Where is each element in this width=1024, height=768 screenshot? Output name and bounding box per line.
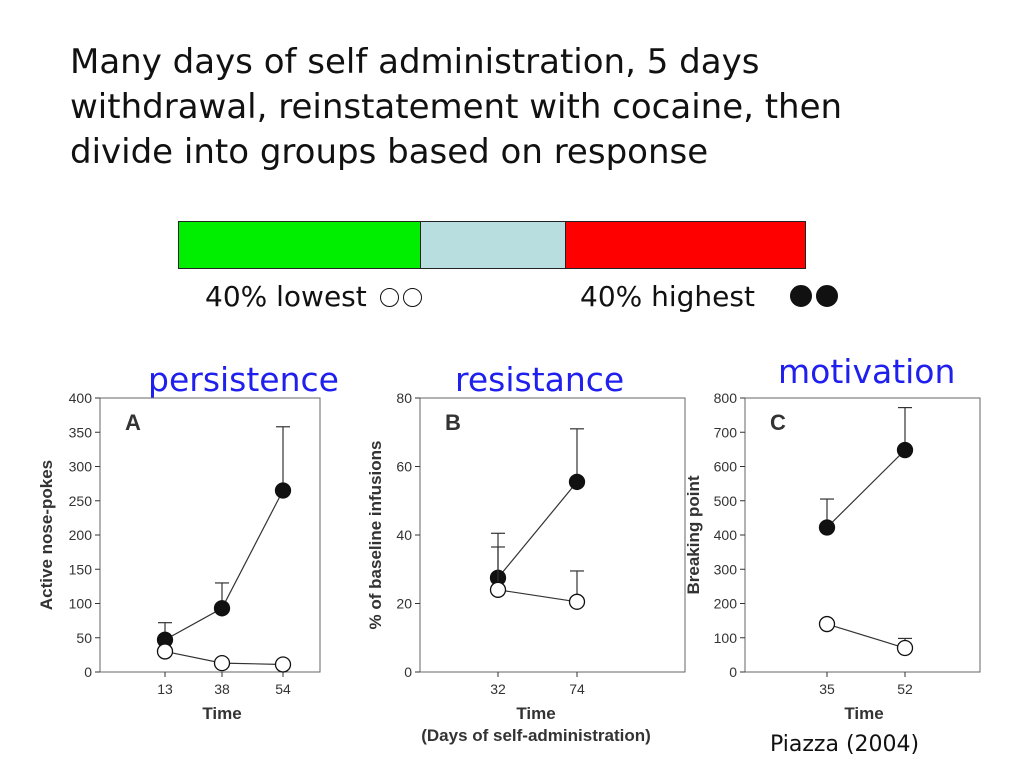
title-line: Many days of self administration, 5 days <box>70 42 760 82</box>
filled-data-point <box>568 473 586 491</box>
open-circle-icon <box>402 288 422 307</box>
open-data-point <box>213 654 231 672</box>
y-tick-label: 50 <box>76 630 92 646</box>
y-tick-label: 300 <box>69 459 93 475</box>
panel-heading-motivation: motivation <box>778 352 956 391</box>
y-tick-label: 400 <box>69 390 93 406</box>
y-axis-title: Breaking point <box>684 475 703 594</box>
x-tick-label: 32 <box>490 681 506 697</box>
y-tick-label: 100 <box>69 596 93 612</box>
y-tick-label: 60 <box>396 459 412 475</box>
panel-heading-resistance: resistance <box>455 360 625 399</box>
high-group-line <box>164 490 284 641</box>
chart-b: 0 20 40 60 80 32 74 Time (Days of self-administr… <box>366 390 686 745</box>
high-responders-bar <box>566 221 806 269</box>
middle-responders-bar <box>420 221 566 269</box>
open-data-point <box>818 615 836 633</box>
panel-letter: B <box>445 410 461 435</box>
y-axis-title: Active nose-pokes <box>37 460 56 610</box>
panel-heading-persistence: persistence <box>148 360 339 399</box>
open-data-point <box>156 643 174 660</box>
y-tick-label: 0 <box>729 664 737 680</box>
y-axis-title: % of baseline infusions <box>366 441 385 630</box>
open-data-point <box>489 581 507 598</box>
filled-circle-icon <box>815 285 838 307</box>
y-tick-label: 400 <box>714 527 738 543</box>
open-circle-icon <box>379 288 399 307</box>
x-tick-label: 35 <box>819 681 835 697</box>
plot-frame <box>419 397 686 673</box>
x-tick-label: 52 <box>897 681 913 697</box>
filled-data-point <box>896 441 914 459</box>
citation: Piazza (2004) <box>770 732 920 757</box>
filled-circle-icon <box>789 285 812 307</box>
filled-data-point <box>213 600 231 617</box>
chart-a: 0 50 100 150 200 250 300 350 400 13 38 54 Time Active… <box>37 390 321 723</box>
y-tick-label: 200 <box>69 527 93 543</box>
y-tick-label: 700 <box>714 424 738 440</box>
low-group-legend: 40% lowest <box>205 280 422 313</box>
low-group-line <box>497 589 578 603</box>
y-tick-label: 80 <box>396 390 412 406</box>
y-tick-label: 800 <box>714 390 738 406</box>
y-tick-label: 600 <box>714 459 738 475</box>
open-data-point <box>274 656 292 673</box>
y-tick-label: 0 <box>404 664 412 680</box>
title-line: withdrawal, reinstatement with cocaine, … <box>70 87 843 127</box>
x-axis-subtitle: (Days of self-administration) <box>421 726 651 745</box>
low-group-label: 40% lowest <box>205 280 367 313</box>
y-tick-label: 500 <box>714 493 738 509</box>
x-axis-title: Time <box>516 704 555 723</box>
low-responders-bar <box>178 221 420 269</box>
low-group-line <box>826 623 906 649</box>
y-tick-label: 40 <box>396 527 412 543</box>
panel-letter: C <box>770 410 786 435</box>
y-tick-label: 20 <box>396 596 412 612</box>
open-data-point <box>568 593 586 610</box>
plot-frame <box>744 397 981 673</box>
x-tick-label: 74 <box>569 681 585 697</box>
x-axis-title: Time <box>202 704 241 723</box>
open-data-point <box>896 639 914 657</box>
high-group-line <box>497 481 578 579</box>
y-tick-label: 150 <box>69 561 93 577</box>
filled-data-point <box>274 482 292 499</box>
y-tick-label: 350 <box>69 424 93 440</box>
x-tick-label: 38 <box>214 681 230 697</box>
panel-letter: A <box>125 410 141 435</box>
y-tick-label: 100 <box>714 630 738 646</box>
high-group-legend: 40% highest <box>580 280 838 313</box>
slide-title: Many days of self administration, 5 days… <box>70 40 970 175</box>
filled-data-point <box>818 519 836 536</box>
plot-frame <box>99 397 321 673</box>
x-tick-label: 54 <box>275 681 291 697</box>
x-axis-title: Time <box>844 704 883 723</box>
high-group-label: 40% highest <box>580 280 755 313</box>
y-tick-label: 300 <box>714 561 738 577</box>
y-tick-label: 0 <box>84 664 92 680</box>
title-line: divide into groups based on response <box>70 132 709 172</box>
y-tick-label: 200 <box>714 596 738 612</box>
chart-c: 0 100 200 300 400 500 600 700 800 35 52 Time Breakin… <box>684 390 981 723</box>
high-group-line <box>826 449 906 528</box>
y-tick-label: 250 <box>69 493 93 509</box>
x-tick-label: 13 <box>157 681 173 697</box>
